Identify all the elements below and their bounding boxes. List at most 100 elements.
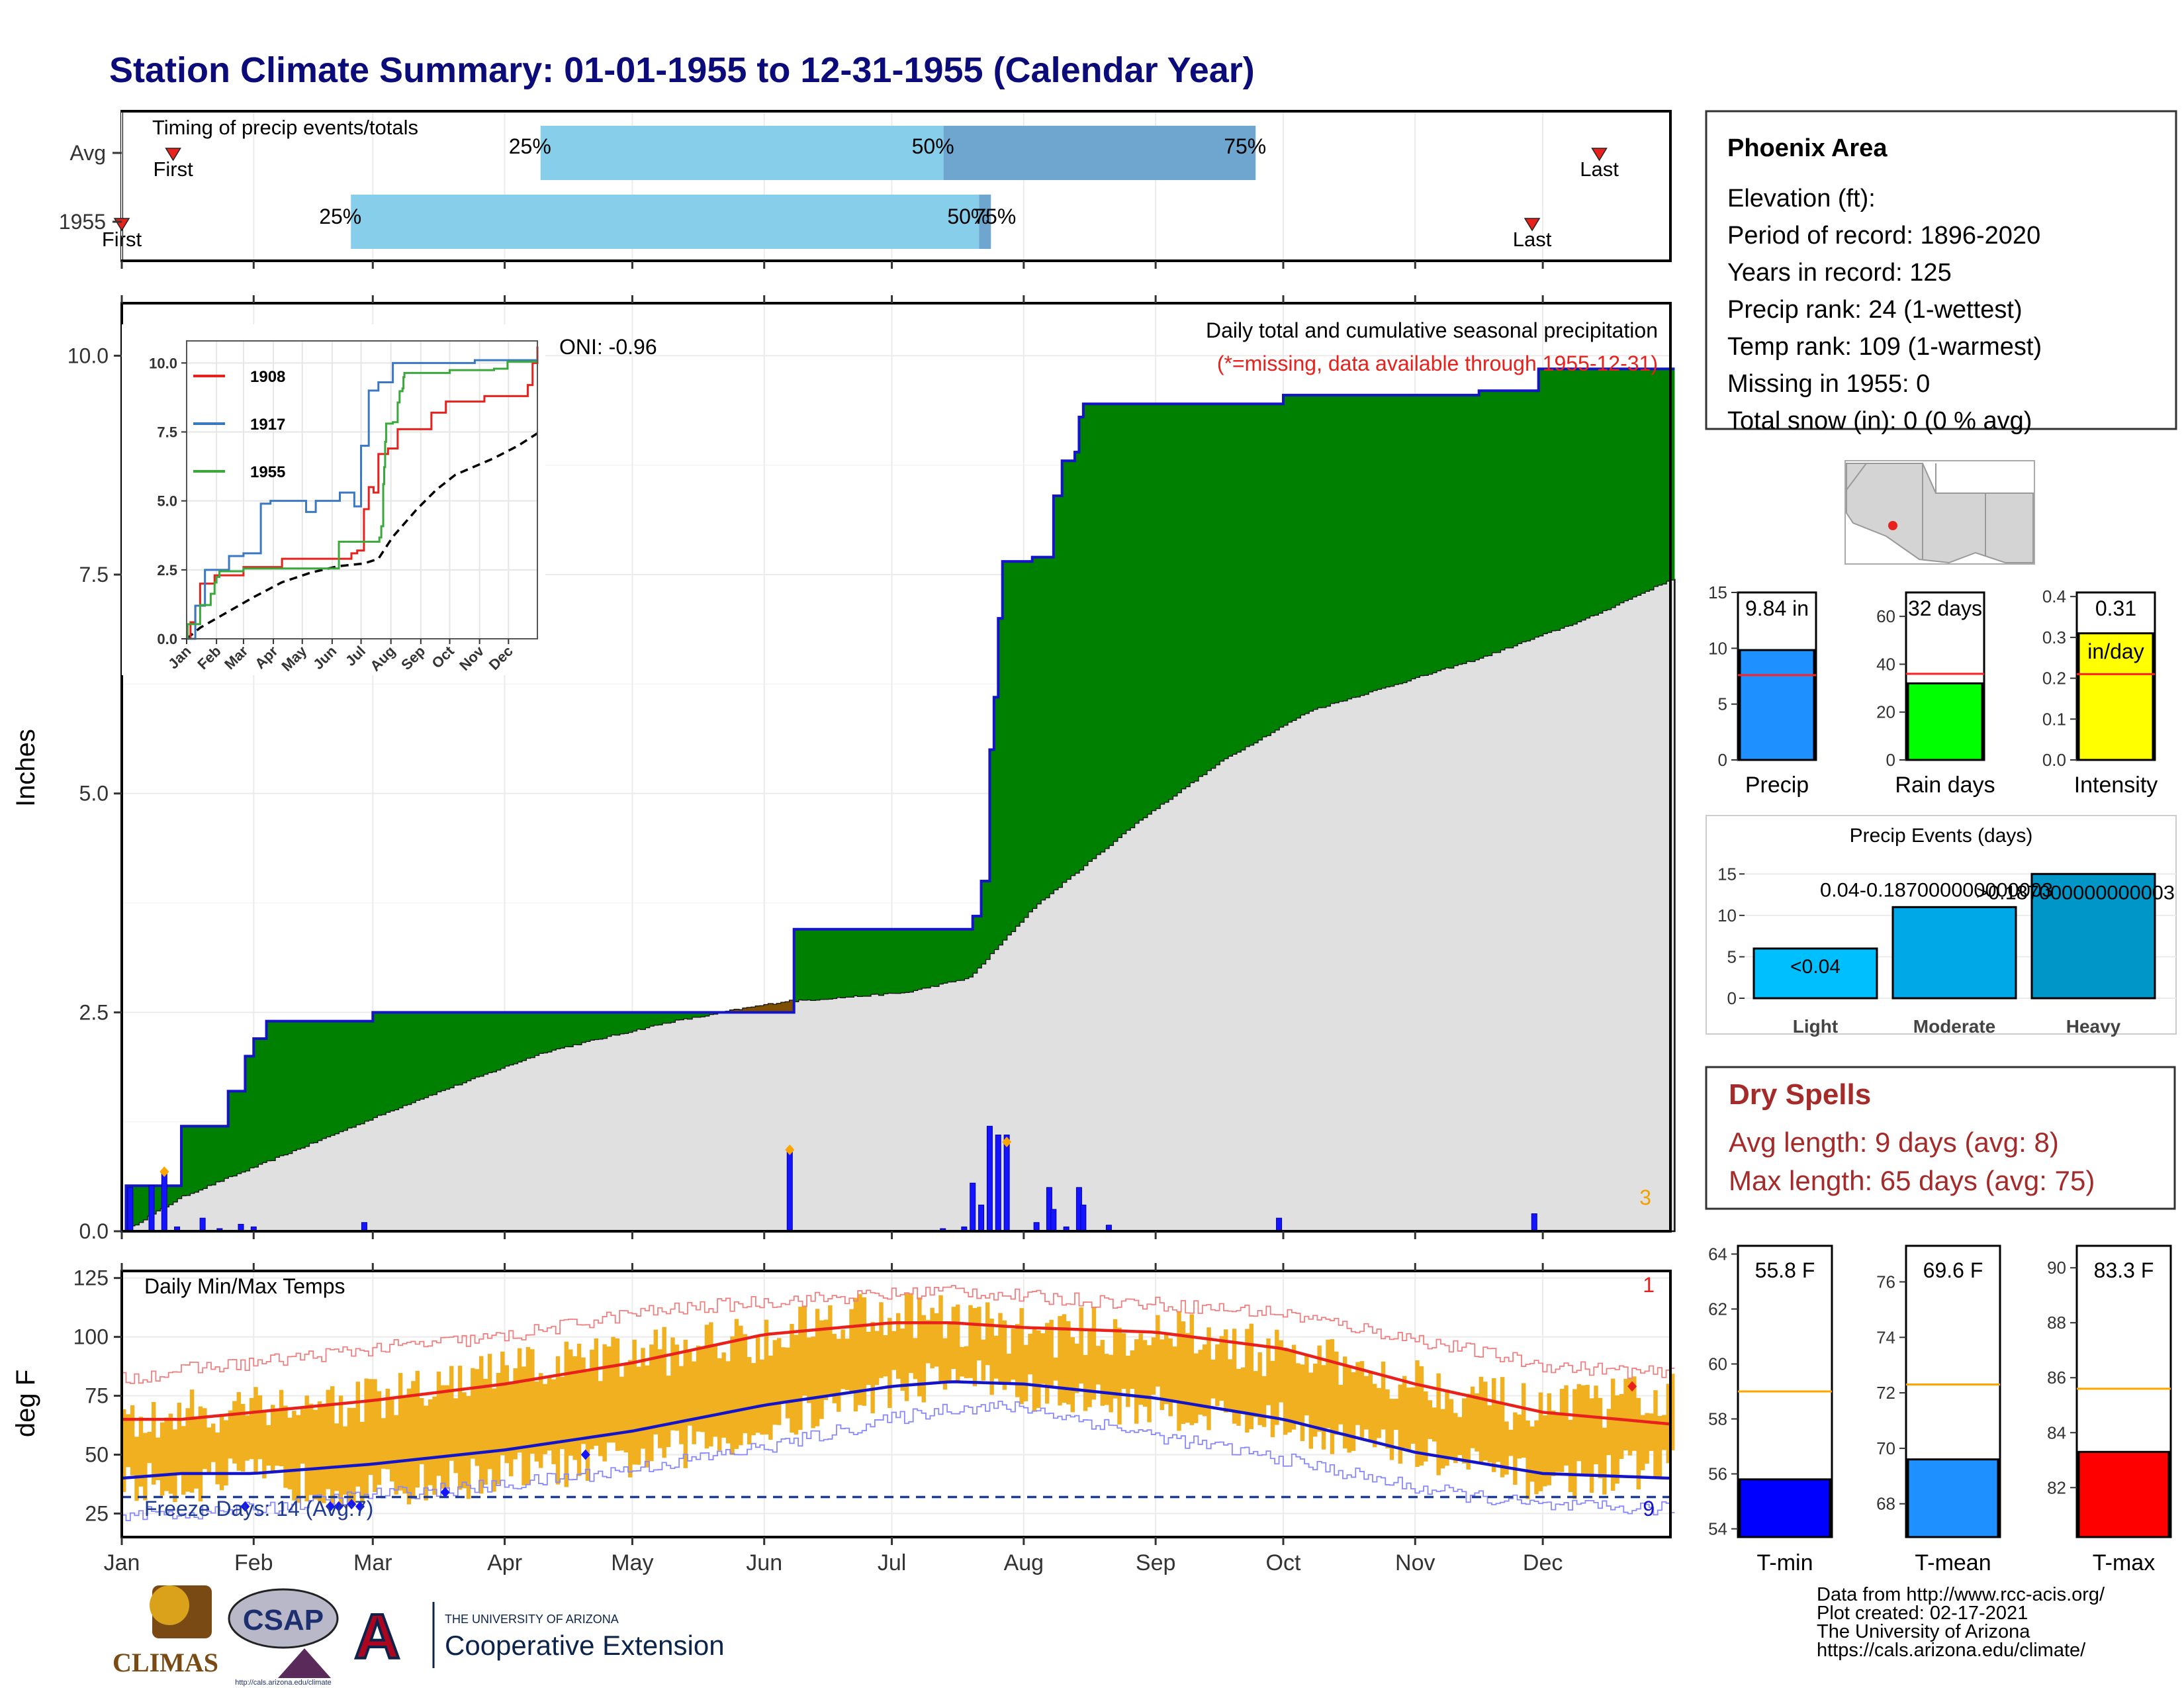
record-low-marker [334,1501,343,1512]
record-low-marker [580,1449,590,1460]
events-bar-light [1752,947,1878,1000]
precip-panel: 0.0 2.5 5.0 7.5 10.0 Inches Daily total and … [11,295,1676,1243]
summary-y-tick-label: 0.1 [2042,709,2066,729]
inset-y-tick-label: 5.0 [157,493,177,510]
ua-a-letter: A [354,1601,400,1672]
temp-y-tick-label: 25 [85,1501,109,1525]
inset-legend-label: 1955 [250,463,285,481]
daily-precip-bar [1080,1204,1087,1232]
record-low-marker [347,1499,357,1510]
station-snow: Total snow (in): 0 (0 % avg) [1727,407,2032,435]
timing-avg-q25-label: 25% [509,134,551,158]
surplus-area [794,369,1675,1002]
precip-panel-frame [120,302,1672,1233]
daily-precip-bar [1276,1217,1283,1232]
summary-value-label: 32 days [1908,596,1982,620]
temp-panel-title: Daily Min/Max Temps [144,1274,345,1298]
dry-spells-avg: Avg length: 9 days (avg: 8) [1729,1127,2059,1158]
summary-y-tick-label: 0.4 [2042,586,2066,606]
footer-created: Plot created: 02-17-2021 [1817,1603,2028,1624]
temp-summary-y-tick-label: 90 [2047,1258,2066,1278]
timing-1955-q50-label: 50% [947,205,989,228]
daily-precip-bar [786,1147,793,1232]
inset-legend-label: 1908 [250,368,285,386]
record-high-line [122,1285,1675,1384]
station-temp-rank: Temp rank: 109 (1-warmest) [1727,333,2042,361]
inset-y-tick-label: 0.0 [157,631,177,647]
climas-logo-sun [150,1585,189,1625]
inset-line-1917 [187,359,537,640]
summary-category-label: Intensity [2074,773,2158,798]
summary-y-tick-label: 0.2 [2042,669,2066,688]
timing-avg-bar-early [540,126,944,180]
timing-row-label-1955: 1955 [59,210,106,234]
daily-precip-bar [127,1187,134,1232]
timing-label: Timing of precip events/totals [152,116,418,139]
temp-y-tick-label: 50 [85,1442,109,1466]
temp-y-tick-label: 75 [85,1384,109,1408]
summary-y-tick-label: 15 [1708,583,1727,602]
daily-precip-bar [978,1204,985,1232]
avg-cumulative-area [122,579,1676,1233]
record-low-line [122,1400,1675,1521]
timing-1955-bar-late [979,195,991,249]
events-category-label: Moderate [1913,1016,1995,1037]
events-value-label: 0.04-0.187000000000003 [1820,879,2053,901]
summary-unit-label: in/day [2087,639,2144,663]
temp-y-tick-label: 125 [73,1266,109,1290]
timing-1955-last-label: Last [1513,228,1552,251]
dry-spells-title: Dry Spells [1729,1078,1871,1111]
temp-summary-category-label: T-min [1757,1550,1813,1575]
temp-y-tick-label: 100 [73,1325,109,1349]
station-years: Years in record: 125 [1727,259,1952,287]
record-high-marker [1627,1381,1637,1392]
temp-summary-category-label: T-max [2093,1550,2155,1575]
csap-cloud [228,1588,339,1649]
station-elevation: Elevation (ft): [1727,185,1876,212]
month-label: Jun [746,1550,782,1575]
summary-category-label: Rain days [1895,773,1995,798]
temp-summary-y-tick-label: 54 [1708,1519,1727,1539]
month-label: Jul [878,1550,906,1575]
temp-summary-y-tick-label: 68 [1876,1494,1895,1514]
daily-record-marker [159,1166,169,1178]
precip-missing-note: (*=missing, data available through 1955-… [1217,352,1658,375]
avg-max-line [122,1321,1671,1426]
temp-summary-y-tick-label: 86 [2047,1368,2066,1387]
temp-summary-y-tick-label: 56 [1708,1464,1727,1484]
ua-main-text: Cooperative Extension [445,1630,725,1661]
csap-mountain [278,1648,331,1678]
daily-precip-bar [1003,1135,1010,1232]
temp-panel: 25 50 75 100 125 Jan Feb Mar Apr May Jun Jul Aug Sep… [11,1263,1675,1575]
events-bar-heavy [2030,872,2156,1000]
temp-summary-bar-t-max [2077,1450,2170,1538]
month-label: Feb [234,1550,273,1575]
inset-background [122,324,545,675]
precip-y-tick-label: 10.0 [68,344,109,367]
temp-panel-frame [120,1270,1672,1538]
precip-corner-count: 3 [1639,1186,1651,1209]
events-y-tick-label: 5 [1727,947,1737,966]
events-value-label: <0.04 [1790,956,1841,978]
summary-bar-rain-days [1907,682,1983,761]
precip-y-tick-label: 0.0 [79,1219,109,1243]
temp-summary-bar-t-min [1739,1478,1831,1538]
temp-summary-y-tick-label: 64 [1708,1244,1727,1264]
daily-precip-bar [148,1185,155,1232]
temp-summary-y-tick-label: 82 [2047,1477,2066,1497]
daily-precip-bar [161,1169,167,1232]
daily-precip-bar [970,1182,976,1232]
climas-logo-text: CLIMAS [113,1648,218,1677]
summary-y-tick-label: 0.3 [2042,628,2066,647]
events-title: Precip Events (days) [1850,825,2033,847]
page-title: Station Climate Summary: 01-01-1955 to 1… [109,50,1255,90]
deficit-area [725,1000,794,1013]
ua-logo: A THE UNIVERSITY OF ARIZONA Cooperative … [353,1600,725,1673]
csap-logo: CSAP http://cals.arizona.edu/climate [228,1588,339,1687]
timing-row-label-avg: Avg [69,141,106,165]
temp-summary-value-label: 55.8 F [1755,1258,1815,1282]
footer-org: The University of Arizona [1817,1621,2030,1642]
month-label: Nov [1395,1550,1435,1575]
